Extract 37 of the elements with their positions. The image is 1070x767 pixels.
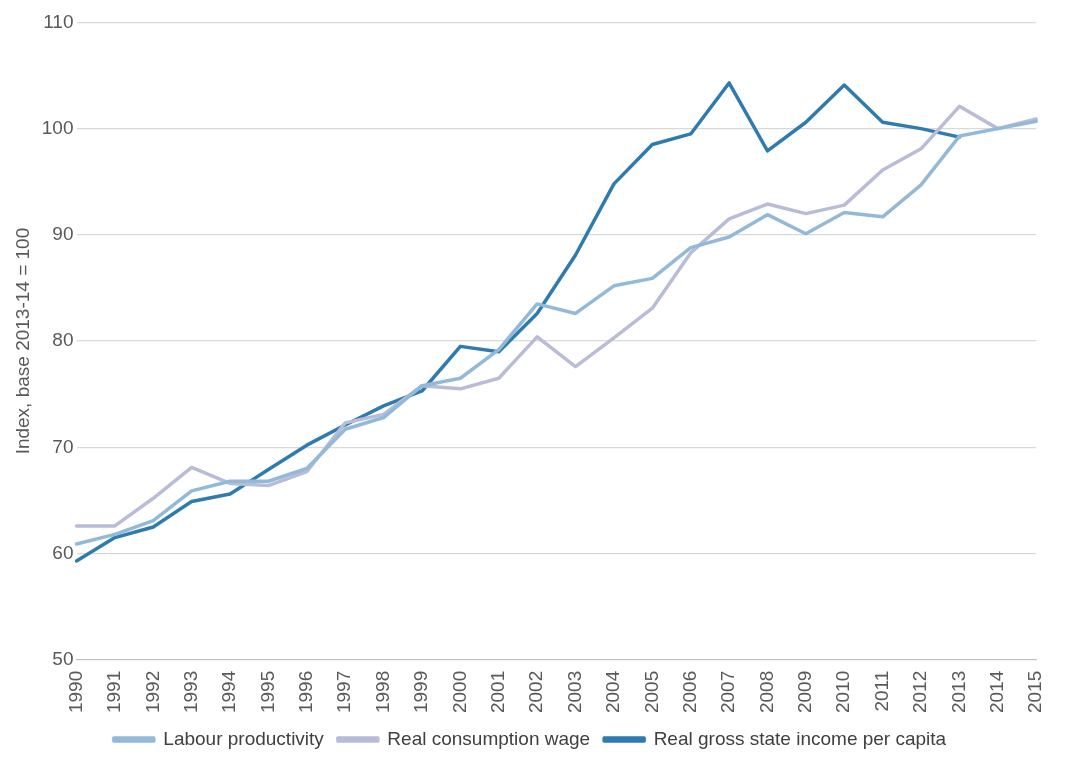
x-tick-label: 2005 xyxy=(640,670,662,714)
x-tick-label: 2011 xyxy=(870,670,892,712)
x-tick-label: 2006 xyxy=(678,670,700,714)
y-axis-title: Index, base 2013-14 = 100 xyxy=(11,227,33,455)
x-tick-label: 1992 xyxy=(141,670,163,714)
x-tick-label: 1998 xyxy=(371,670,393,714)
x-tick-label: 1999 xyxy=(410,670,432,714)
x-tick-label: 1994 xyxy=(218,670,240,714)
x-tick-label: 2000 xyxy=(448,670,470,714)
x-tick-label: 1990 xyxy=(64,670,86,714)
legend-label: Real consumption wage xyxy=(387,727,591,749)
x-tick-label: 2004 xyxy=(602,670,624,714)
y-tick-label: 100 xyxy=(41,116,74,138)
x-tick-label: 2001 xyxy=(487,670,508,714)
y-tick-label: 50 xyxy=(52,647,74,669)
x-tick-label: 2013 xyxy=(947,670,969,714)
x-tick-label: 2009 xyxy=(794,670,816,714)
x-tick-label: 2012 xyxy=(909,670,931,714)
x-tick-label: 1993 xyxy=(179,670,201,714)
x-tick-label: 1996 xyxy=(295,670,317,714)
y-tick-label: 70 xyxy=(52,435,74,457)
y-tick-label: 110 xyxy=(43,10,74,32)
x-tick-label: 1995 xyxy=(256,670,278,714)
y-tick-label: 60 xyxy=(52,541,74,563)
x-tick-label: 2002 xyxy=(525,670,547,714)
x-tick-label: 1991 xyxy=(103,670,125,714)
x-tick-label: 2007 xyxy=(717,670,739,714)
x-tick-label: 2008 xyxy=(755,670,777,714)
x-tick-label: 2014 xyxy=(986,670,1008,714)
y-tick-label: 80 xyxy=(52,329,74,351)
x-tick-label: 1997 xyxy=(333,670,355,714)
y-tick-label: 90 xyxy=(52,223,74,245)
legend-label: Real gross state income per capita xyxy=(653,727,947,749)
x-tick-label: 2003 xyxy=(563,670,585,714)
x-tick-label: 2010 xyxy=(832,670,854,714)
legend-label: Labour productivity xyxy=(163,727,325,749)
x-tick-label: 2015 xyxy=(1024,670,1046,714)
